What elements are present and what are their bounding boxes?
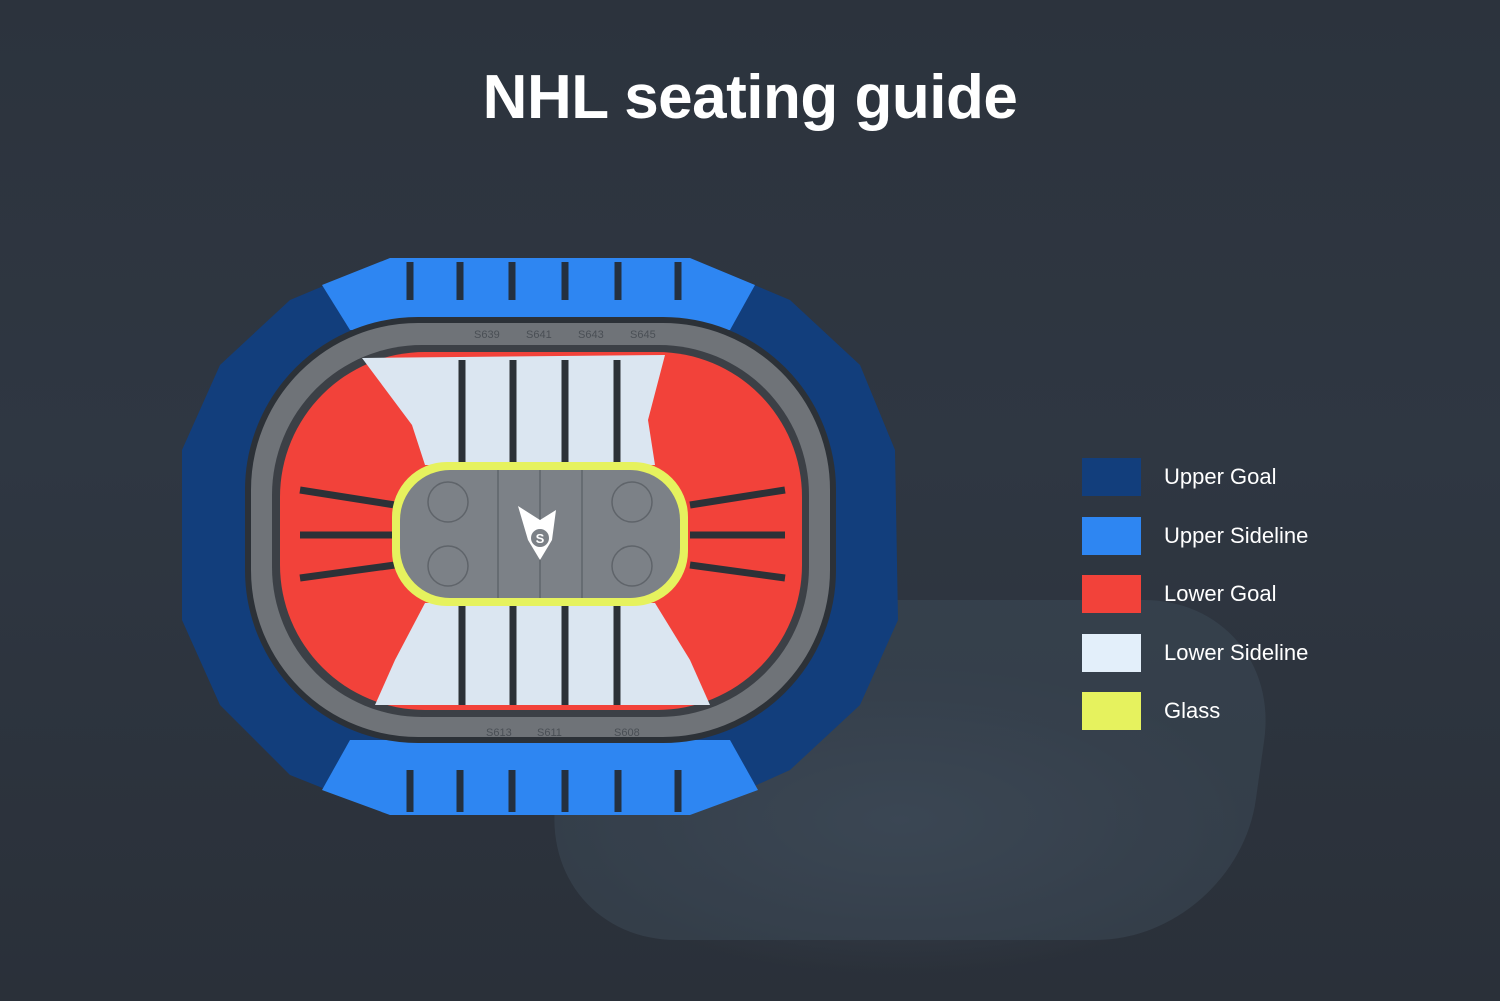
section-label: S639 (474, 329, 500, 341)
legend: Upper Goal Upper Sideline Lower Goal Low… (1082, 458, 1308, 751)
legend-swatch (1082, 633, 1141, 672)
section-label: S608 (614, 727, 640, 739)
legend-item-lower-sideline: Lower Sideline (1082, 633, 1309, 672)
legend-swatch (1082, 692, 1141, 730)
legend-swatch (1082, 458, 1141, 496)
section-label: S643 (578, 329, 604, 341)
legend-label: Glass (1164, 698, 1221, 723)
legend-swatch (1082, 516, 1141, 555)
team-logo-icon: S (518, 506, 556, 560)
section-label: S645 (630, 329, 656, 341)
section-label: S613 (486, 727, 512, 739)
upper-sideline-bottom[interactable] (322, 740, 758, 815)
svg-text:S: S (536, 531, 545, 546)
upper-sideline-top[interactable] (322, 258, 755, 330)
section-label: S611 (537, 727, 562, 739)
legend-label: Upper Goal (1164, 464, 1277, 489)
legend-item-glass: Glass (1082, 692, 1308, 730)
lower-sideline-bottom[interactable] (375, 603, 710, 705)
page-title: NHL seating guide (482, 63, 1018, 132)
legend-label: Lower Goal (1164, 581, 1277, 606)
legend-swatch (1082, 575, 1141, 613)
legend-item-upper-goal: Upper Goal (1082, 458, 1308, 496)
legend-label: Upper Sideline (1164, 522, 1309, 548)
legend-label: Lower Sideline (1164, 639, 1309, 665)
section-label: S641 (526, 329, 552, 341)
legend-item-upper-sideline: Upper Sideline (1082, 516, 1309, 555)
legend-item-lower-goal: Lower Goal (1082, 575, 1308, 613)
